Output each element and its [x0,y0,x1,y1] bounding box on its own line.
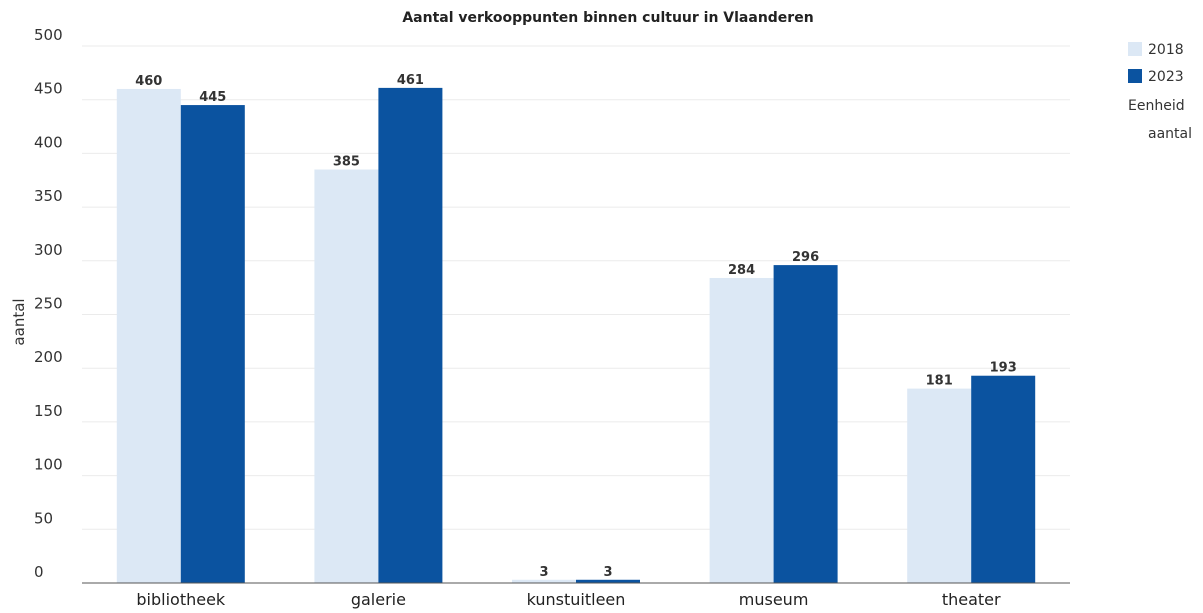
y-tick-label-450: 450 [34,80,63,98]
value-label-galerie-2018: 385 [333,155,360,170]
legend-label-2023[interactable]: 2023 [1148,69,1184,85]
y-tick-label-500: 500 [34,26,63,44]
x-axis-categories: bibliotheek galerie kunstuitleen museum thea… [136,590,1001,609]
legend: 2018 2023 Eenheid aantal [1128,42,1192,142]
bar-bibliotheek-2023[interactable] [180,105,245,583]
x-tick-label-museum: museum [739,590,809,609]
value-label-museum-2023: 296 [792,250,819,265]
value-label-bibliotheek-2023: 445 [199,90,226,105]
bar-kunstuitleen-2023[interactable] [576,579,640,583]
legend-swatch-2023[interactable] [1128,69,1142,83]
x-tick-label-galerie: galerie [351,590,406,609]
y-tick-label-250: 250 [34,295,63,313]
bar-bibliotheek-2018[interactable] [116,88,181,584]
y-tick-label-100: 100 [34,456,63,474]
value-label-kunstuitleen-2018: 3 [539,565,548,580]
grid-lines [82,45,1070,530]
y-tick-label-50: 50 [34,509,53,527]
y-tick-label-350: 350 [34,187,63,205]
value-label-theater-2018: 181 [926,374,953,389]
y-tick-label-400: 400 [34,133,63,151]
chart-title: Aantal verkooppunten binnen cultuur in V… [402,10,813,26]
y-tick-label-150: 150 [34,402,63,420]
legend-label-2018[interactable]: 2018 [1148,42,1184,58]
value-label-galerie-2023: 461 [397,73,424,88]
y-tick-label-300: 300 [34,241,63,259]
bar-theater-2023[interactable] [971,375,1036,583]
legend-swatch-2018[interactable] [1128,42,1142,56]
value-label-bibliotheek-2018: 460 [135,74,162,89]
bar-galerie-2023[interactable] [378,87,443,584]
y-tick-label-0: 0 [34,563,44,581]
value-label-museum-2018: 284 [728,263,755,278]
bar-kunstuitleen-2018[interactable] [512,579,576,583]
bars [116,87,1036,584]
value-label-kunstuitleen-2023: 3 [603,565,612,580]
bar-galerie-2018[interactable] [314,169,379,583]
bar-museum-2018[interactable] [709,277,774,583]
x-tick-label-theater: theater [942,590,1001,609]
bar-theater-2018[interactable] [907,388,972,583]
y-axis-label: aantal [10,298,28,345]
legend-unit-value: aantal [1148,126,1192,142]
bar-museum-2023[interactable] [773,265,838,583]
x-tick-label-kunstuitleen: kunstuitleen [527,590,626,609]
legend-unit-heading: Eenheid [1128,98,1185,114]
x-tick-label-bibliotheek: bibliotheek [136,590,226,609]
value-label-theater-2023: 193 [990,361,1017,376]
y-axis-ticks: 0 50 100 150 200 250 300 350 400 450 500 [34,26,63,581]
y-tick-label-200: 200 [34,348,63,366]
data-labels: 460 445 385 461 3 3 284 296 181 193 [135,73,1017,580]
